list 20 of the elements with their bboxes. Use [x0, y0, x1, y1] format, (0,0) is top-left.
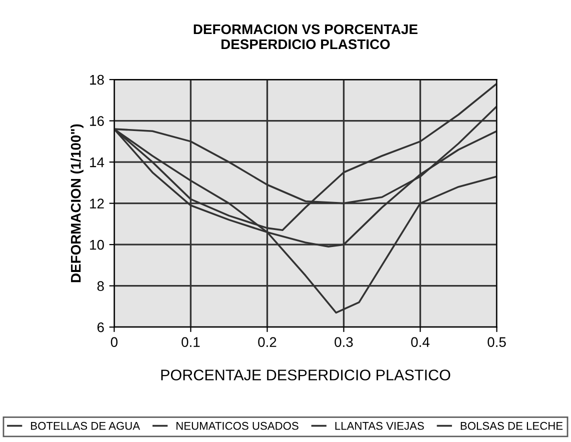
- y-axis-title: DEFORMACION (1/100"): [70, 124, 84, 282]
- y-tick-label: 16: [90, 116, 104, 126]
- y-tick-label: 14: [90, 158, 104, 168]
- legend-label: NEUMATICOS USADOS: [176, 422, 298, 430]
- x-tick-label: 0.5: [488, 337, 506, 348]
- x-tick-label: 0: [110, 337, 118, 348]
- legend-label: BOTELLAS DE AGUA: [31, 422, 140, 430]
- chart-title: DEFORMACION VS PORCENTAJE DESPERDICIO PLASTICO: [194, 24, 418, 50]
- legend-label: BOLSAS DE LECHE: [460, 422, 563, 430]
- x-tick-label: 0.1: [182, 337, 200, 348]
- x-axis-title: PORCENTAJE DESPERDICIO PLASTICO: [161, 370, 450, 380]
- y-tick-label: 6: [97, 322, 104, 332]
- y-tick-label: 18: [90, 74, 104, 85]
- y-tick-label: 12: [90, 198, 104, 208]
- legend-label: LLANTAS VIEJAS: [335, 422, 424, 430]
- y-tick-label: 10: [90, 240, 104, 250]
- x-tick-label: 0.3: [334, 337, 353, 348]
- x-tick-label: 0.2: [258, 337, 276, 348]
- y-tick-label: 8: [97, 281, 104, 291]
- x-tick-label: 0.4: [411, 337, 430, 348]
